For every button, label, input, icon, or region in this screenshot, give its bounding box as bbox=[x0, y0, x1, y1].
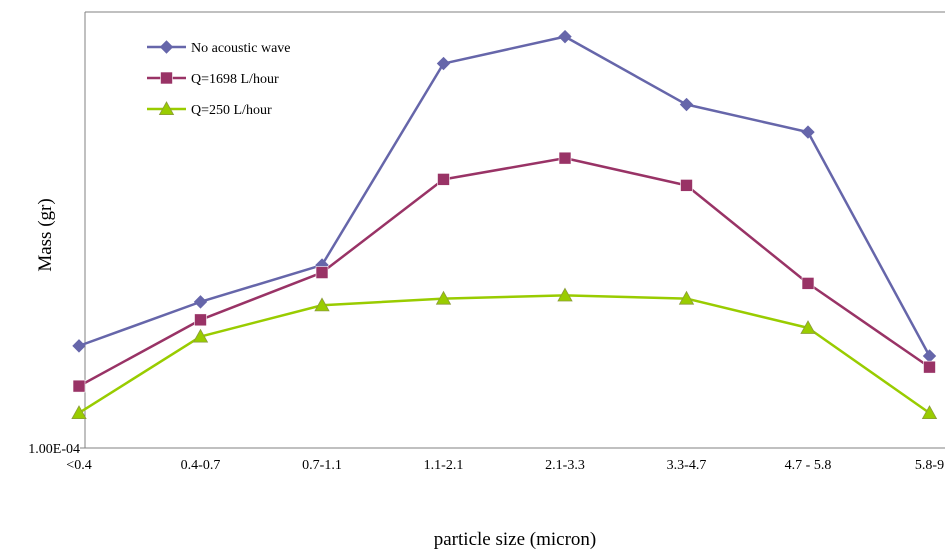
series-layer bbox=[71, 29, 938, 419]
data-point-diamond bbox=[558, 29, 572, 44]
data-point-diamond bbox=[159, 40, 174, 54]
data-point-square bbox=[315, 266, 329, 279]
data-point-triangle bbox=[71, 405, 87, 419]
data-point-triangle bbox=[314, 297, 330, 312]
series-3 bbox=[71, 287, 938, 419]
y-tick-label: 1.00E-04 bbox=[28, 442, 80, 457]
series-2 bbox=[72, 151, 936, 393]
legend-label: Q=1698 L/hour bbox=[191, 72, 279, 87]
x-ticks: <0.4 0.4-0.7 0.7-1.1 1.1-2.1 2.1-3.3 3.3-4.7 4… bbox=[66, 458, 944, 473]
data-point-triangle bbox=[192, 328, 209, 343]
data-point-square bbox=[923, 360, 936, 374]
data-point-square bbox=[72, 379, 86, 393]
plot-frame bbox=[84, 11, 945, 449]
data-point-diamond bbox=[72, 339, 86, 353]
data-point-square bbox=[558, 151, 572, 165]
x-tick-label: 1.1-2.1 bbox=[424, 458, 464, 473]
data-point-triangle bbox=[800, 320, 816, 334]
data-point-diamond bbox=[436, 56, 451, 71]
legend-label: No acoustic wave bbox=[191, 41, 291, 56]
x-tick-label: 4.7 - 5.8 bbox=[785, 458, 832, 473]
x-axis-title: particle size (micron) bbox=[434, 529, 596, 550]
series-line bbox=[78, 156, 931, 388]
data-point-square bbox=[437, 173, 450, 186]
data-point-square bbox=[194, 313, 207, 327]
legend: No acoustic wave Q=1698 L/hour Q=250 L/hou… bbox=[147, 40, 291, 118]
data-point-square bbox=[801, 277, 815, 290]
y-ticks: 1.00E-04 bbox=[28, 442, 85, 457]
series-line bbox=[78, 35, 931, 357]
data-point-diamond bbox=[922, 349, 937, 363]
x-tick-label: 2.1-3.3 bbox=[545, 458, 585, 473]
legend-item: No acoustic wave bbox=[147, 40, 291, 56]
series-line bbox=[78, 294, 931, 415]
data-point-diamond bbox=[193, 295, 208, 309]
data-point-triangle bbox=[921, 405, 938, 419]
y-axis-title: Mass (gr) bbox=[35, 198, 56, 271]
x-tick-label: 0.7-1.1 bbox=[302, 458, 342, 473]
legend-item: Q=250 L/hour bbox=[147, 101, 272, 118]
data-point-diamond bbox=[801, 125, 815, 139]
x-tick-label: 0.4-0.7 bbox=[181, 458, 221, 473]
data-point-triangle bbox=[435, 290, 452, 305]
x-tick-label: <0.4 bbox=[66, 458, 91, 473]
data-point-square bbox=[160, 71, 173, 85]
data-point-diamond bbox=[679, 97, 694, 112]
legend-item: Q=1698 L/hour bbox=[147, 71, 279, 87]
x-tick-label: 3.3-4.7 bbox=[667, 458, 707, 473]
legend-label: Q=250 L/hour bbox=[191, 103, 272, 118]
data-point-triangle bbox=[557, 287, 573, 302]
data-point-square bbox=[680, 179, 693, 192]
data-point-triangle bbox=[678, 290, 695, 305]
data-point-triangle bbox=[158, 101, 175, 115]
x-tick-label: 5.8-9 bbox=[915, 458, 944, 473]
